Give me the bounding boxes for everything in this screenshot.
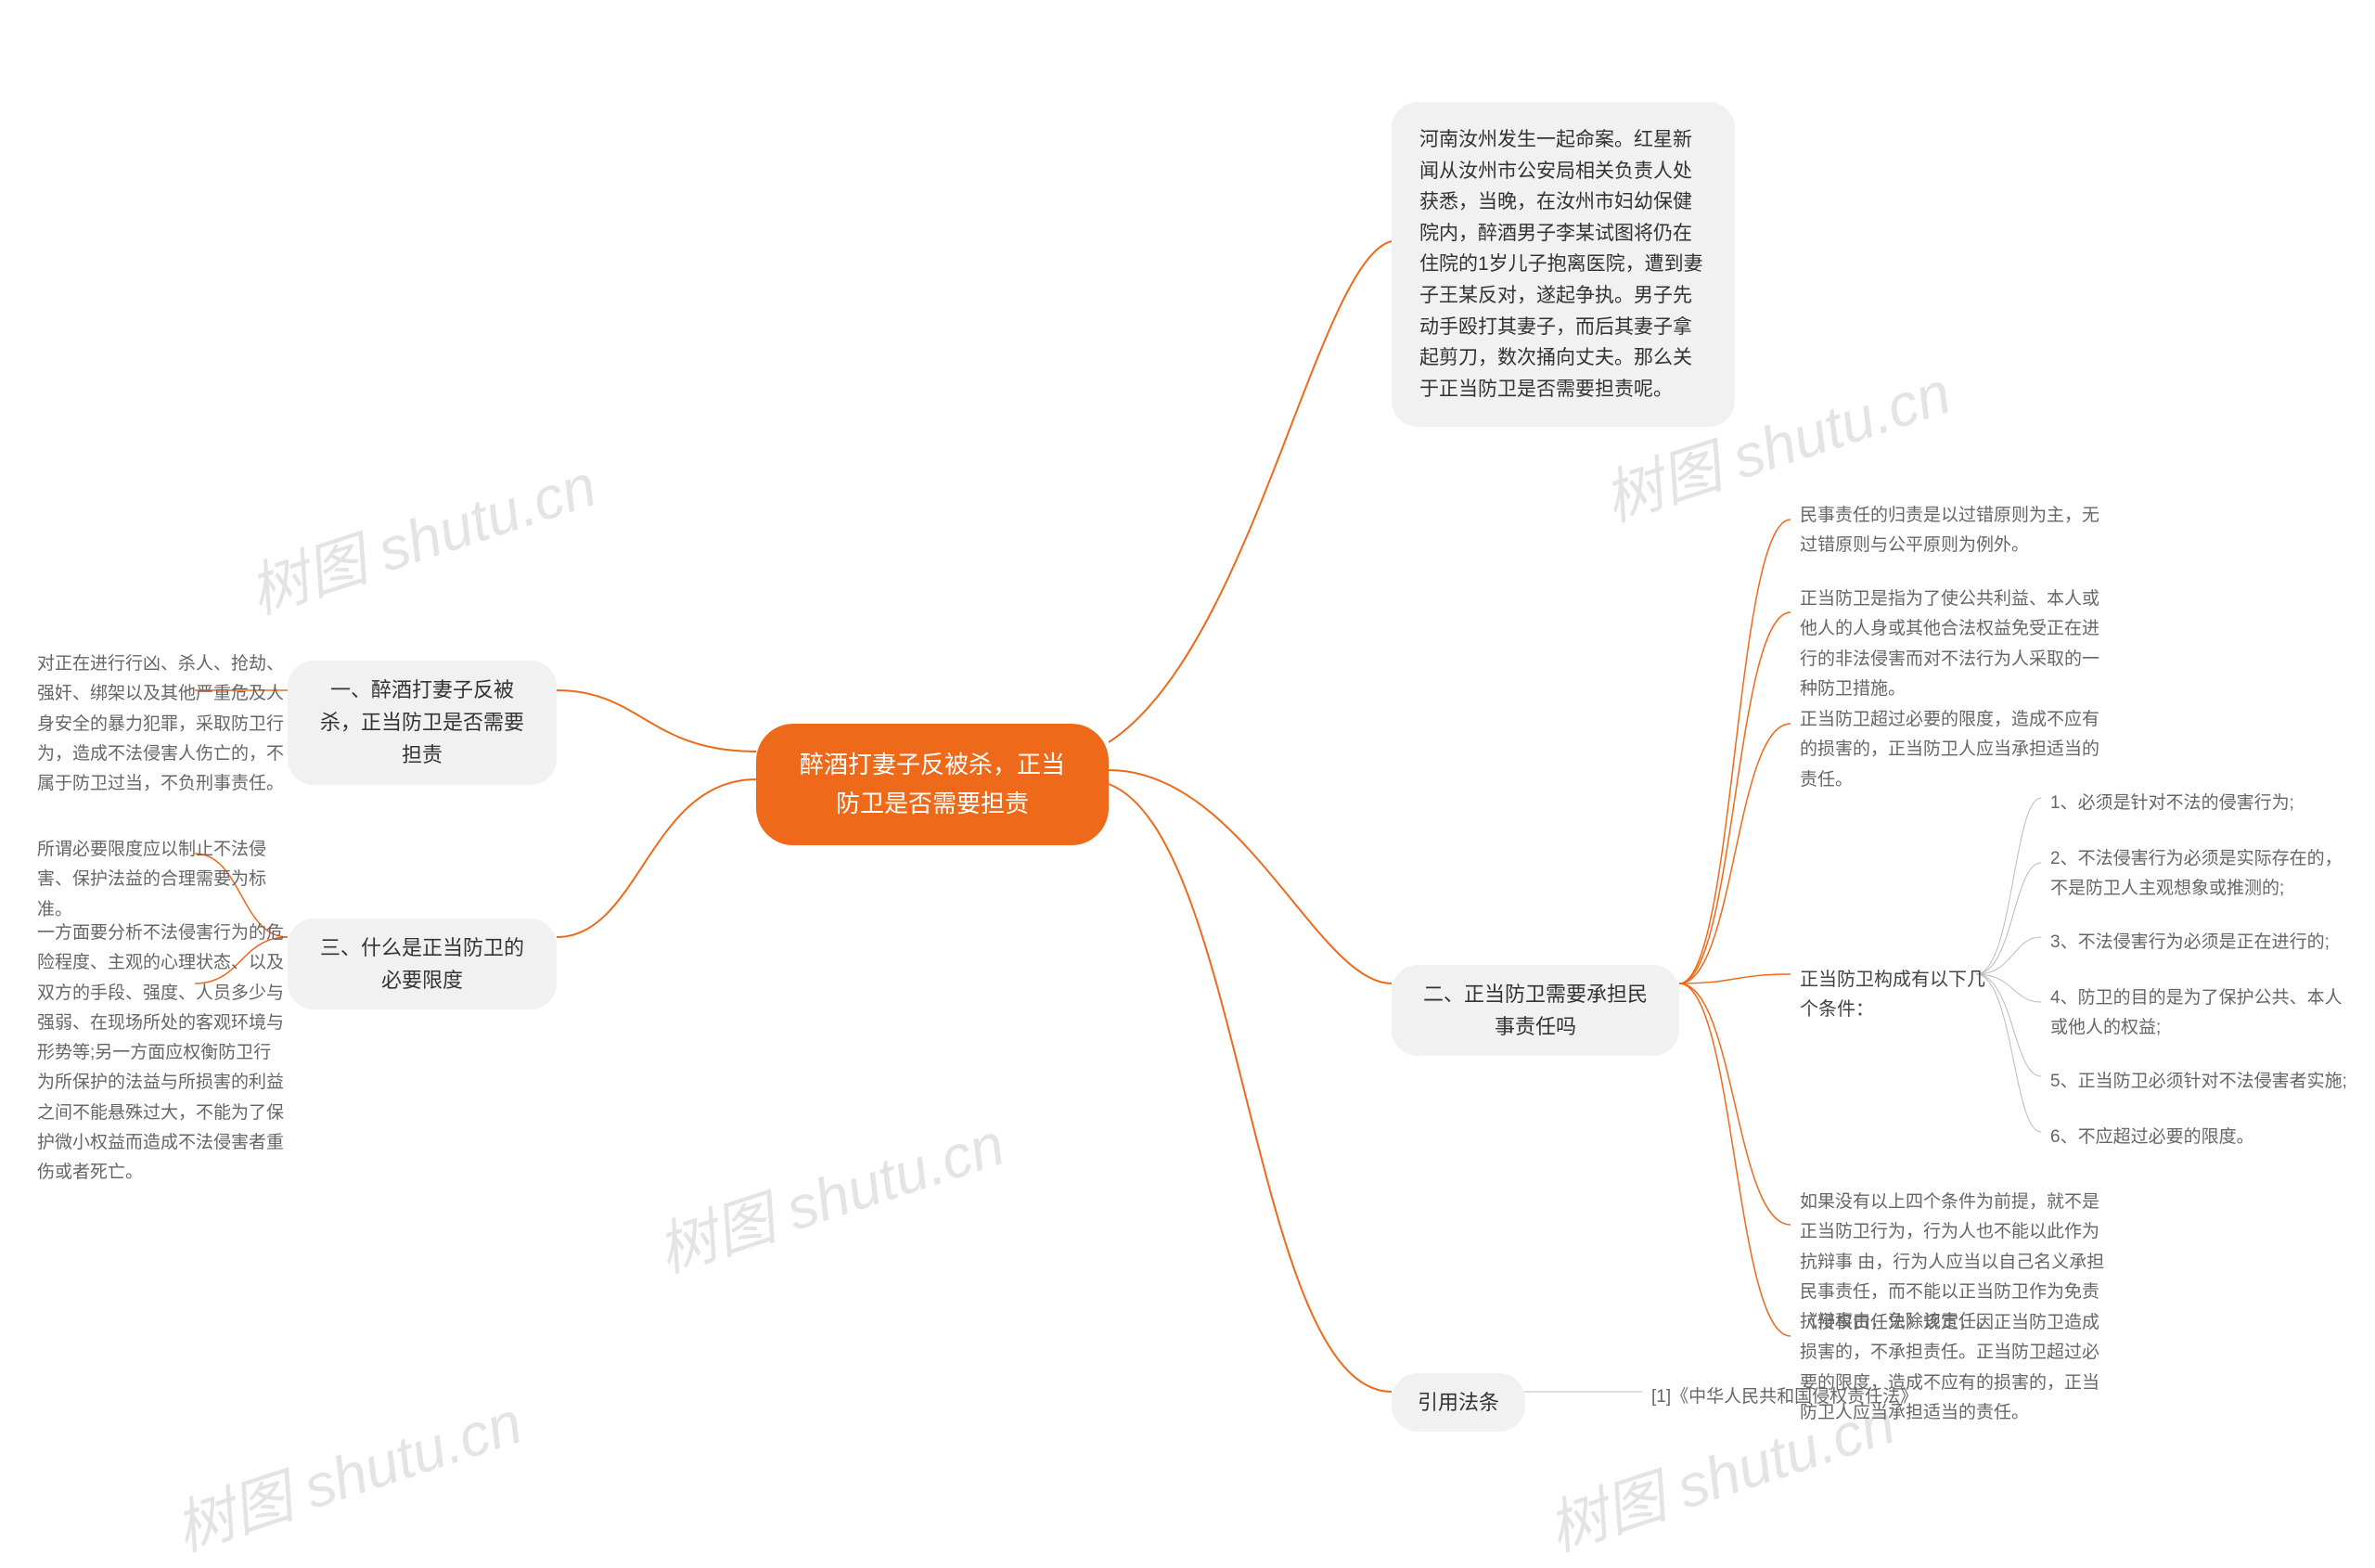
intro-bubble[interactable]: 河南汝州发生一起命案。红星新闻从汝州市公安局相关负责人处获悉，当晚，在汝州市妇幼… bbox=[1392, 102, 1735, 427]
condition-1: 1、必须是针对不法的侵害行为; bbox=[2050, 789, 2347, 818]
condition-6: 6、不应超过必要的限度。 bbox=[2050, 1123, 2347, 1152]
condition-5: 5、正当防卫必须针对不法侵害者实施; bbox=[2050, 1067, 2347, 1097]
condition-3: 3、不法侵害行为必须是正在进行的; bbox=[2050, 928, 2347, 958]
branch-1-leaf: 对正在进行行凶、杀人、抢劫、强奸、绑架以及其他严重危及人身安全的暴力犯罪，采取防… bbox=[37, 649, 288, 799]
condition-2: 2、不法侵害行为必须是实际存在的，不是防卫人主观想象或推测的; bbox=[2050, 844, 2347, 905]
watermark: 树图 shutu.cn bbox=[237, 438, 605, 630]
branch-3-leaf-1: 所谓必要限度应以制止不法侵害、保护法益的合理需要为标准。 bbox=[37, 835, 288, 925]
branch-4-label: 引用法条 bbox=[1418, 1391, 1499, 1414]
conditions-label: 正当防卫构成有以下几个条件： bbox=[1800, 965, 1985, 1024]
branch-1[interactable]: 一、醉酒打妻子反被杀，正当防卫是否需要担责 bbox=[288, 661, 557, 785]
branch-2-leaf-2: 正当防卫是指为了使公共利益、本人或他人的人身或其他合法权益免受正在进行的非法侵害… bbox=[1800, 585, 2115, 704]
center-node[interactable]: 醉酒打妻子反被杀，正当防卫是否需要担责 bbox=[756, 724, 1109, 845]
intro-text: 河南汝州发生一起命案。红星新闻从汝州市公安局相关负责人处获悉，当晚，在汝州市妇幼… bbox=[1419, 129, 1703, 400]
branch-2-leaf-1: 民事责任的归责是以过错原则为主，无过错原则与公平原则为例外。 bbox=[1800, 501, 2115, 561]
branch-4[interactable]: 引用法条 bbox=[1392, 1373, 1525, 1432]
watermark: 树图 shutu.cn bbox=[645, 1097, 1013, 1289]
branch-2-label: 二、正当防卫需要承担民事责任吗 bbox=[1423, 983, 1648, 1038]
watermark: 树图 shutu.cn bbox=[162, 1375, 531, 1567]
condition-4: 4、防卫的目的是为了保护公共、本人或他人的权益; bbox=[2050, 983, 2347, 1044]
branch-4-leaf: [1]《中华人民共和国侵权责任法》 bbox=[1651, 1382, 1948, 1412]
branch-3-leaf-2: 一方面要分析不法侵害行为的危险程度、主观的心理状态、以及双方的手段、强度、人员多… bbox=[37, 919, 288, 1189]
branch-3-label: 三、什么是正当防卫的必要限度 bbox=[320, 936, 524, 992]
center-text: 醉酒打妻子反被杀，正当防卫是否需要担责 bbox=[800, 751, 1065, 817]
branch-2[interactable]: 二、正当防卫需要承担民事责任吗 bbox=[1392, 965, 1679, 1056]
branch-1-label: 一、醉酒打妻子反被杀，正当防卫是否需要担责 bbox=[320, 678, 524, 766]
branch-3[interactable]: 三、什么是正当防卫的必要限度 bbox=[288, 919, 557, 1009]
branch-2-leaf-3: 正当防卫超过必要的限度，造成不应有的损害的，正当防卫人应当承担适当的责任。 bbox=[1800, 705, 2115, 795]
